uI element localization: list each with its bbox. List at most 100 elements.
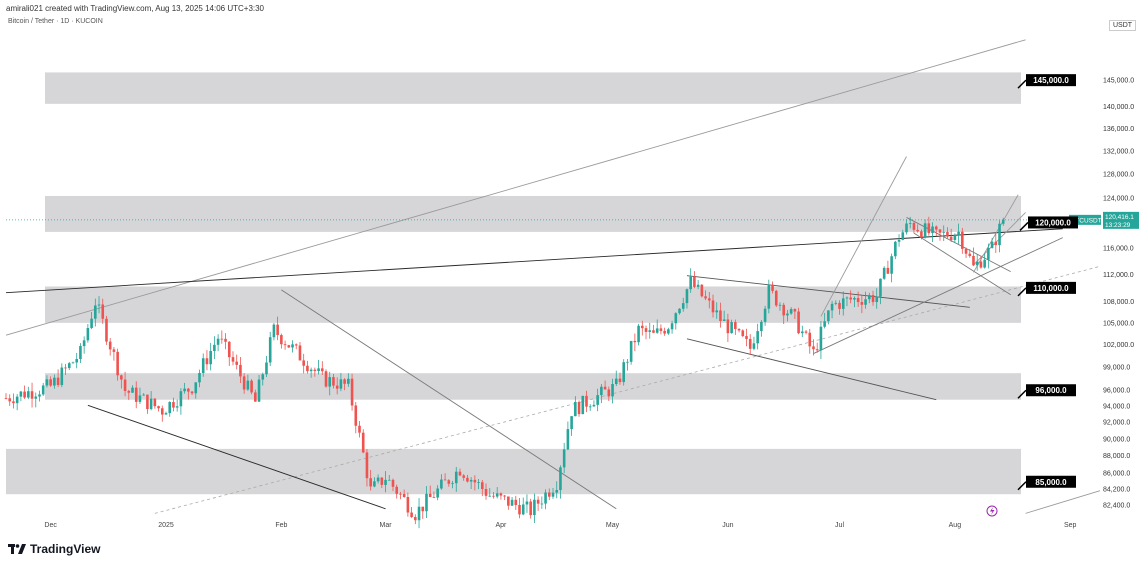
candle-body (719, 310, 722, 321)
y-tick-label: 99,000.0 (1103, 365, 1130, 372)
x-tick-label: May (606, 522, 620, 529)
candle-body (674, 313, 678, 324)
candle-body (953, 235, 957, 241)
candle-body (547, 492, 551, 497)
candle-body (525, 501, 529, 505)
candle-body (908, 222, 912, 224)
candle-body (760, 321, 763, 332)
level-tag (1026, 475, 1076, 488)
candle-body (815, 349, 819, 351)
candle-body (715, 310, 719, 313)
candle-body (648, 330, 652, 332)
candle-body (60, 367, 64, 385)
candle-body (19, 391, 23, 397)
candle-body (153, 398, 157, 407)
candle-body (361, 432, 365, 453)
x-tick-label: 2025 (158, 522, 174, 529)
candle-body (507, 496, 510, 506)
y-tick-label: 108,000.0 (1103, 299, 1134, 306)
trendline (5, 228, 1063, 294)
candle-body (726, 319, 730, 334)
candle-body (462, 475, 465, 478)
candle-body (8, 398, 12, 402)
candle-body (756, 331, 759, 344)
candle-body (693, 276, 696, 287)
candle-body (287, 345, 291, 348)
currency-label[interactable]: USDT (1109, 20, 1137, 31)
candle-body (373, 481, 376, 487)
candle-body (458, 471, 462, 476)
candle-body (105, 318, 108, 342)
candle-body (845, 297, 849, 299)
candle-body (380, 477, 384, 485)
candle-body (343, 379, 346, 384)
candle-body (774, 290, 778, 306)
y-tick-label: 82,400.0 (1103, 503, 1130, 510)
candle-body (365, 452, 369, 479)
candle-body (224, 338, 227, 342)
candle-body (190, 391, 194, 394)
candle-body (882, 267, 886, 279)
candle-body (812, 346, 815, 350)
y-tick-label: 145,000.0 (1103, 78, 1134, 85)
candle-body (968, 253, 972, 256)
y-tick-label: 140,000.0 (1103, 104, 1134, 111)
symbol-title: Bitcoin / Tether · 1D · KUCOIN (8, 18, 103, 25)
tradingview-logo[interactable]: TradingView (8, 542, 100, 556)
candle-body (313, 369, 317, 372)
candle-body (923, 223, 927, 237)
candle-body (272, 324, 276, 338)
candle-body (637, 325, 640, 343)
candle-body (644, 328, 648, 332)
candle-body (395, 486, 399, 494)
candle-body (596, 395, 599, 405)
candle-body (358, 425, 361, 433)
candle-body (179, 391, 183, 407)
candle-body (600, 386, 603, 396)
tradingview-logo-icon (8, 544, 26, 554)
x-tick-label: Apr (495, 522, 507, 529)
candle-body (1001, 219, 1005, 224)
zone-110000 (45, 286, 1021, 323)
candle-body (97, 304, 101, 306)
candle-body (123, 379, 127, 391)
candle-body (510, 499, 514, 506)
candle-body (432, 496, 436, 498)
y-tick-label: 112,000.0 (1103, 272, 1134, 279)
candle-body (142, 394, 145, 396)
candle-body (27, 391, 30, 398)
candle-body (722, 319, 726, 321)
level-tag (1026, 74, 1076, 87)
candle-body (592, 404, 596, 407)
candle-body (317, 368, 320, 372)
candle-body (205, 358, 209, 365)
candle-body (711, 300, 715, 313)
candle-body (622, 362, 626, 383)
candle-body (503, 495, 506, 497)
x-tick-label: Jul (835, 522, 844, 529)
candle-body (410, 512, 413, 518)
level-tag-label: 96,000.0 (1035, 386, 1067, 395)
candle-body (127, 390, 131, 393)
trendline (1025, 490, 1101, 514)
x-tick-label: Aug (949, 522, 962, 529)
candle-body (250, 380, 253, 393)
candle-body (890, 256, 893, 274)
candles (4, 216, 1005, 529)
candle-body (961, 231, 964, 249)
candle-body (108, 341, 112, 350)
candle-body (347, 378, 350, 384)
candle-body (920, 231, 923, 237)
x-tick-label: Mar (380, 522, 393, 529)
candle-body (436, 488, 439, 498)
candle-body (853, 297, 856, 300)
candle-body (931, 226, 934, 234)
candle-body (198, 373, 201, 383)
candle-body (540, 503, 544, 505)
candle-body (793, 309, 797, 312)
candle-body (860, 302, 864, 305)
candle-body (49, 379, 52, 386)
candle-body (242, 376, 246, 390)
candle-body (834, 302, 838, 304)
